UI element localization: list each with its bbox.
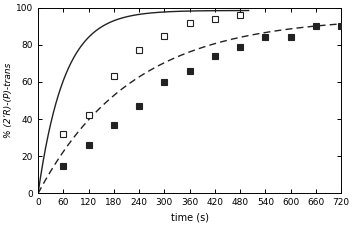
Y-axis label: % (2’R)-(P)-trans: % (2’R)-(P)-trans [4, 63, 13, 138]
X-axis label: time (s): time (s) [171, 213, 209, 223]
